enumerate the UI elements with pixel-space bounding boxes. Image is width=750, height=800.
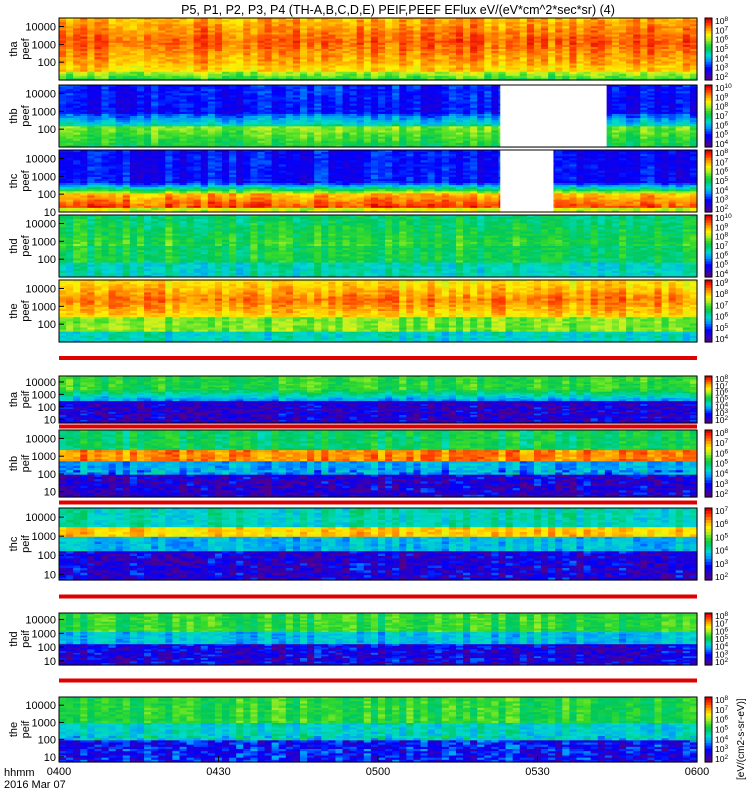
y-tick-label: 1000 xyxy=(32,39,56,51)
panel-thb-peef: 100001000100thb peef101010910810710610510… xyxy=(8,83,732,149)
figure-title: P5, P1, P2, P3, P4 (TH-A,B,C,D,E) PEIF,P… xyxy=(181,3,615,17)
panel-stack: 10000 1000 100 tha peef 108107106105104103102… xyxy=(8,16,732,764)
y-tick-label: 10000 xyxy=(25,22,56,34)
colorbar: 108107106105104103102 xyxy=(705,16,728,82)
y-axis-label-probe: tha xyxy=(8,40,20,56)
y-tick-label: 100 xyxy=(38,57,56,69)
colorbar-tick-label: 102 xyxy=(715,72,728,82)
y-axis-label-product: peef xyxy=(20,37,32,59)
